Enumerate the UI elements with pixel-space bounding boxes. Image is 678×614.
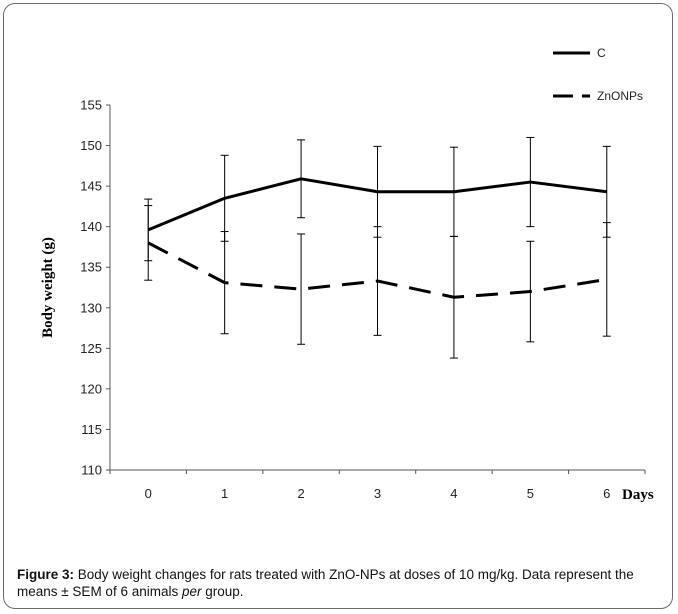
y-tick-label: 145 xyxy=(80,179,102,194)
y-tick-label: 115 xyxy=(81,422,102,437)
caption-text: Body weight changes for rats treated wit… xyxy=(17,567,634,599)
y-tick-label: 130 xyxy=(80,300,102,315)
figure-frame xyxy=(3,3,673,609)
y-tick-label: 135 xyxy=(80,260,102,275)
y-tick-label: 110 xyxy=(81,463,102,478)
caption-text-end: group. xyxy=(201,584,244,599)
figure-caption: Figure 3: Body weight changes for rats t… xyxy=(17,566,667,600)
x-axis-title: Days xyxy=(622,487,654,503)
y-tick-label: 155 xyxy=(80,98,102,113)
x-tick-label: 4 xyxy=(450,486,457,501)
x-tick-label: 5 xyxy=(527,486,534,501)
x-tick-label: 1 xyxy=(221,486,228,501)
y-tick-label: 125 xyxy=(80,341,102,356)
y-tick-label: 120 xyxy=(80,381,102,396)
body-weight-chart: 110 115 120 125 130 135 140 145 150 155 0 1 2 3 4 5 6 C Z… xyxy=(40,46,654,503)
chart-series xyxy=(144,136,611,359)
y-tick-label: 140 xyxy=(80,219,102,234)
caption-label: Figure 3: xyxy=(17,567,75,582)
x-tick-label: 2 xyxy=(297,486,304,501)
x-tick-label: 3 xyxy=(374,486,381,501)
chart-axes: 110 115 120 125 130 135 140 145 150 155 0 1 2 3 4 5 6 xyxy=(80,98,646,501)
x-tick-label: 0 xyxy=(145,486,152,501)
y-axis-title: Body weight (g) xyxy=(40,237,56,338)
y-tick-label: 150 xyxy=(80,138,102,153)
chart-legend: C ZnONPs xyxy=(553,46,643,103)
series-1 xyxy=(144,205,611,359)
x-tick-label: 6 xyxy=(603,486,610,501)
caption-italic: per xyxy=(181,584,202,599)
legend-label: ZnONPs xyxy=(597,89,643,103)
legend-label: C xyxy=(597,46,606,60)
